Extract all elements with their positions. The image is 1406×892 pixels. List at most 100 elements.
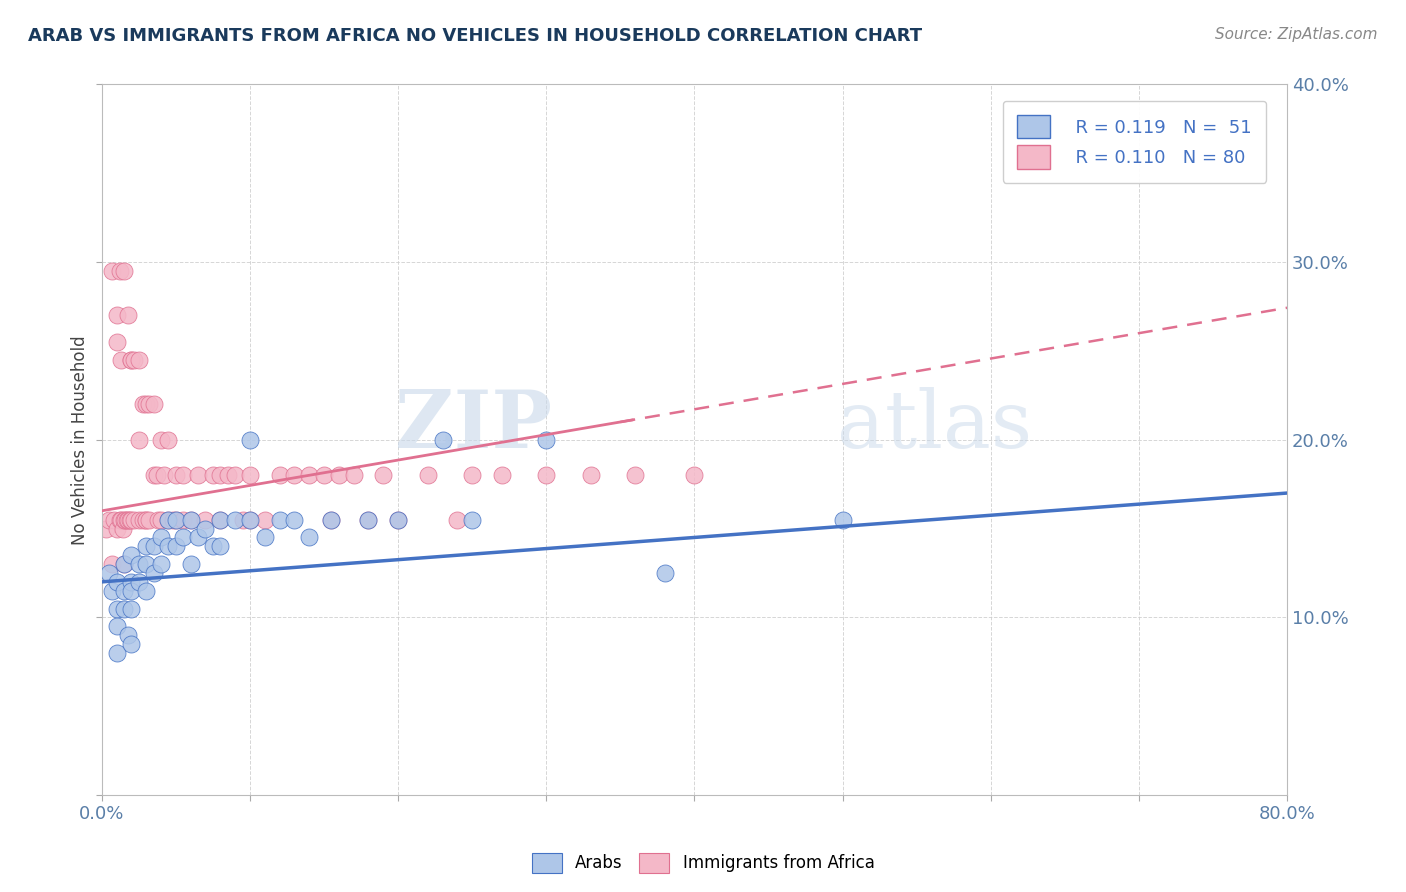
- Point: [138, 397, 160, 411]
- Point: [654, 566, 676, 580]
- Point: [172, 468, 194, 483]
- Point: [312, 468, 335, 483]
- Point: [112, 513, 135, 527]
- Point: [146, 513, 169, 527]
- Point: [132, 513, 155, 527]
- Point: [105, 309, 128, 323]
- Point: [132, 397, 155, 411]
- Point: [105, 574, 128, 589]
- Point: [269, 468, 291, 483]
- Point: [117, 628, 139, 642]
- Point: [157, 513, 180, 527]
- Point: [108, 513, 131, 527]
- Point: [108, 264, 131, 278]
- Point: [432, 433, 454, 447]
- Point: [120, 583, 142, 598]
- Point: [120, 513, 142, 527]
- Point: [101, 557, 124, 571]
- Point: [298, 468, 321, 483]
- Point: [110, 513, 132, 527]
- Point: [180, 557, 202, 571]
- Point: [224, 513, 246, 527]
- Point: [96, 522, 118, 536]
- Point: [120, 637, 142, 651]
- Point: [187, 531, 209, 545]
- Point: [128, 352, 150, 367]
- Point: [118, 513, 141, 527]
- Point: [157, 539, 180, 553]
- Point: [110, 352, 132, 367]
- Point: [298, 531, 321, 545]
- Point: [157, 513, 180, 527]
- Point: [105, 646, 128, 660]
- Point: [98, 566, 121, 580]
- Point: [165, 513, 187, 527]
- Point: [135, 557, 157, 571]
- Point: [683, 468, 706, 483]
- Point: [101, 264, 124, 278]
- Point: [112, 557, 135, 571]
- Point: [209, 513, 232, 527]
- Point: [491, 468, 513, 483]
- Point: [321, 513, 343, 527]
- Point: [579, 468, 602, 483]
- Point: [120, 352, 142, 367]
- Point: [201, 468, 224, 483]
- Point: [135, 539, 157, 553]
- Point: [343, 468, 366, 483]
- Point: [98, 513, 121, 527]
- Point: [103, 513, 125, 527]
- Point: [128, 513, 150, 527]
- Point: [135, 513, 157, 527]
- Point: [150, 433, 173, 447]
- Point: [239, 468, 262, 483]
- Point: [117, 309, 139, 323]
- Point: [120, 352, 142, 367]
- Point: [142, 539, 165, 553]
- Point: [253, 513, 276, 527]
- Point: [165, 539, 187, 553]
- Point: [120, 574, 142, 589]
- Point: [209, 539, 232, 553]
- Point: [112, 264, 135, 278]
- Point: [145, 468, 167, 483]
- Legend:   R = 0.119   N =  51,   R = 0.110   N = 80: R = 0.119 N = 51, R = 0.110 N = 80: [1002, 101, 1267, 183]
- Point: [112, 557, 135, 571]
- Point: [209, 513, 232, 527]
- Point: [224, 468, 246, 483]
- Point: [120, 548, 142, 562]
- Point: [321, 513, 343, 527]
- Point: [157, 433, 180, 447]
- Point: [128, 433, 150, 447]
- Point: [283, 468, 305, 483]
- Point: [150, 557, 173, 571]
- Point: [165, 513, 187, 527]
- Text: ARAB VS IMMIGRANTS FROM AFRICA NO VEHICLES IN HOUSEHOLD CORRELATION CHART: ARAB VS IMMIGRANTS FROM AFRICA NO VEHICL…: [28, 27, 922, 45]
- Point: [180, 513, 202, 527]
- Point: [209, 468, 232, 483]
- Point: [187, 468, 209, 483]
- Point: [624, 468, 647, 483]
- Point: [112, 583, 135, 598]
- Point: [124, 352, 146, 367]
- Point: [124, 513, 146, 527]
- Point: [138, 513, 160, 527]
- Point: [536, 468, 558, 483]
- Text: atlas: atlas: [837, 386, 1032, 465]
- Point: [231, 513, 253, 527]
- Point: [153, 468, 176, 483]
- Point: [135, 583, 157, 598]
- Point: [105, 601, 128, 615]
- Point: [150, 531, 173, 545]
- Point: [172, 531, 194, 545]
- Point: [120, 601, 142, 615]
- Point: [387, 513, 409, 527]
- Legend: Arabs, Immigrants from Africa: Arabs, Immigrants from Africa: [524, 847, 882, 880]
- Point: [128, 557, 150, 571]
- Point: [461, 468, 484, 483]
- Point: [194, 522, 217, 536]
- Point: [105, 522, 128, 536]
- Point: [128, 574, 150, 589]
- Point: [117, 513, 139, 527]
- Point: [194, 513, 217, 527]
